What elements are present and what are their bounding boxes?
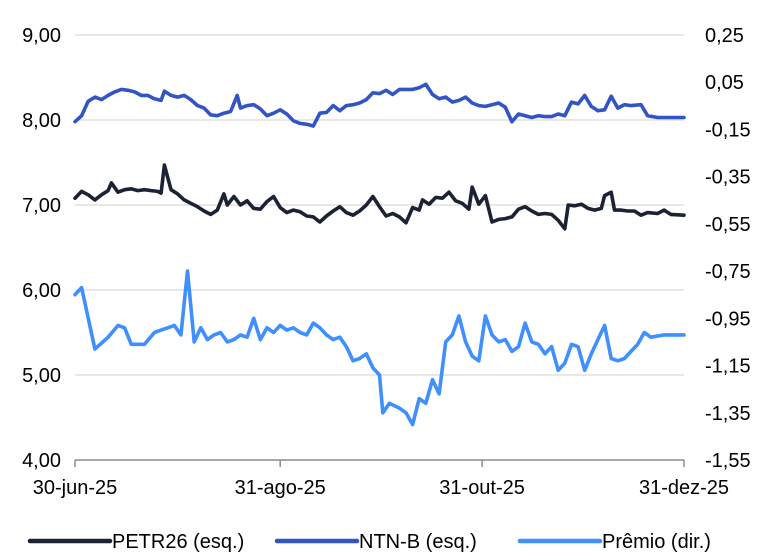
y-right-tick-label: -0,75 bbox=[705, 261, 751, 283]
y-right-tick-label: -1,35 bbox=[705, 403, 751, 425]
x-tick-label: 31-out-25 bbox=[439, 477, 525, 499]
y-right-tick-label: -0,35 bbox=[705, 167, 751, 189]
y-right-tick-label: -1,15 bbox=[705, 356, 751, 378]
y-right-tick-label: -0,55 bbox=[705, 214, 751, 236]
axes: 9,00 8,00 7,00 6,00 5,00 4,00 0,25 0,05 -0,15 -0,… bbox=[22, 25, 751, 499]
series-line-2 bbox=[73, 82, 686, 128]
y-right-tick-label: 0,25 bbox=[705, 25, 744, 47]
y-left-tick-label: 5,00 bbox=[22, 365, 61, 387]
y-left-tick-label: 6,00 bbox=[22, 280, 61, 302]
legend-label: NTN-B (esq.) bbox=[359, 531, 477, 553]
y-right-tick-label: 0,05 bbox=[705, 72, 744, 94]
series-line-3 bbox=[73, 269, 686, 427]
y-right-tick-label: -0,15 bbox=[705, 119, 751, 141]
legend-label: Prêmio (dir.) bbox=[602, 531, 711, 553]
series-lines bbox=[73, 82, 686, 427]
series-line-1 bbox=[73, 163, 686, 231]
legend: PETR26 (esq.) NTN-B (esq.) Prêmio (dir.) bbox=[27, 531, 711, 553]
x-tick-label: 31-ago-25 bbox=[235, 477, 326, 499]
x-tick-label: 31-dez-25 bbox=[639, 477, 729, 499]
y-left-tick-label: 7,00 bbox=[22, 195, 61, 217]
x-tick-label: 30-jun-25 bbox=[33, 477, 118, 499]
y-left-tick-label: 4,00 bbox=[22, 450, 61, 472]
y-right-tick-label: -0,95 bbox=[705, 308, 751, 330]
y-left-tick-label: 9,00 bbox=[22, 25, 61, 47]
y-right-tick-label: -1,55 bbox=[705, 450, 751, 472]
legend-label: PETR26 (esq.) bbox=[112, 531, 244, 553]
y-left-tick-label: 8,00 bbox=[22, 110, 61, 132]
